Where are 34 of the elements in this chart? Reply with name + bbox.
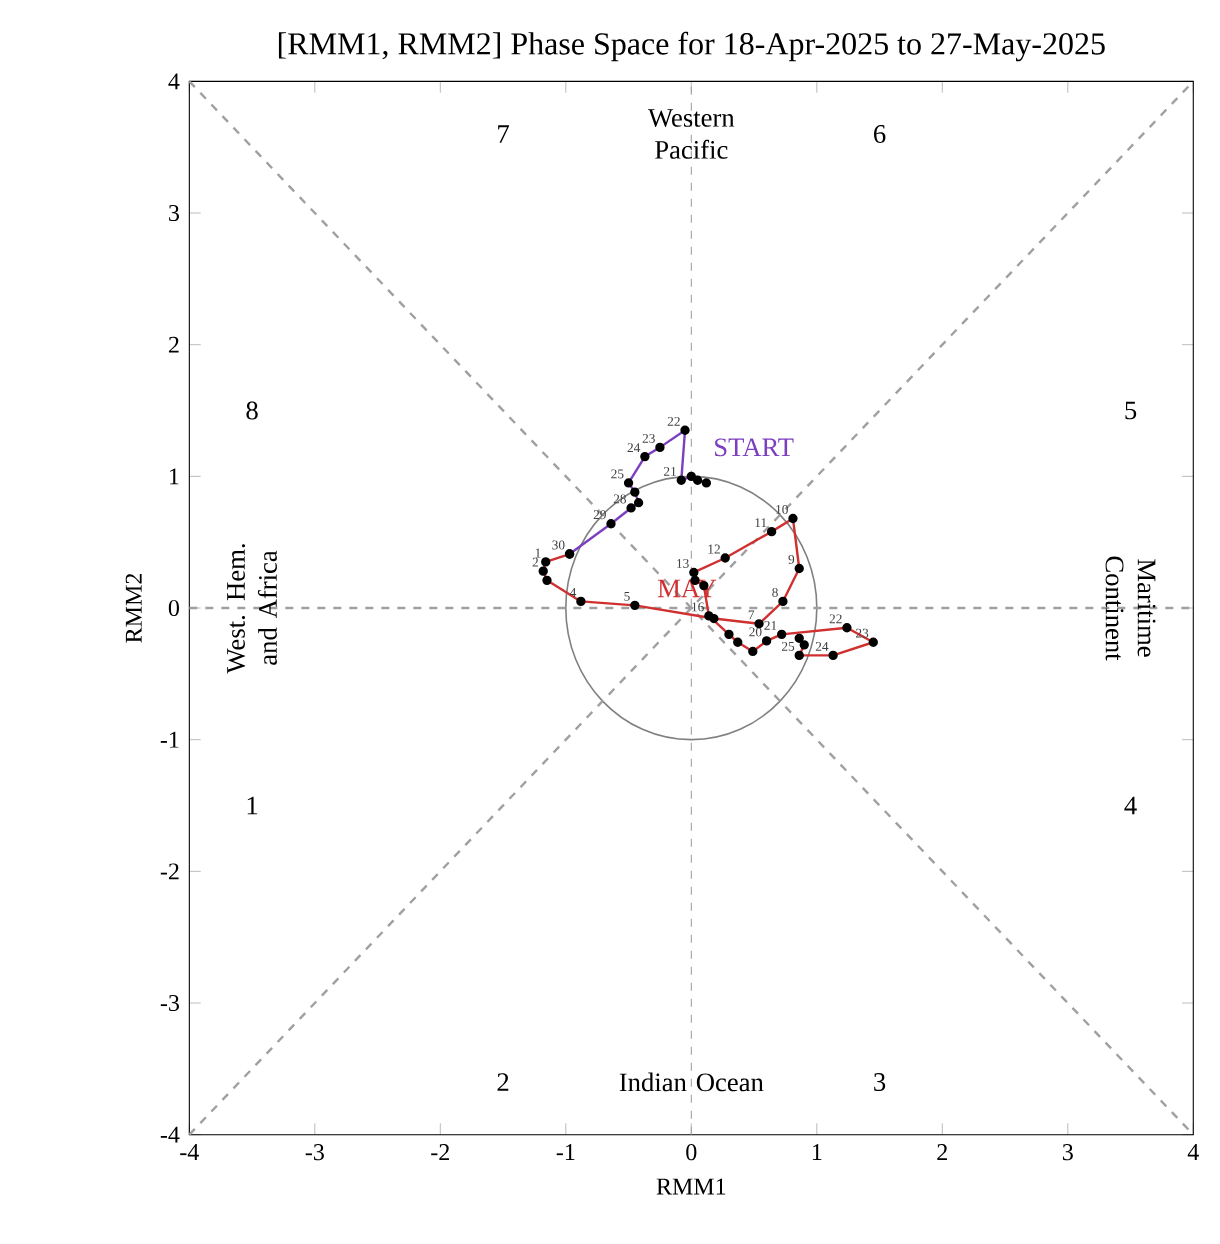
y-tick-label: 4 <box>168 73 180 90</box>
y-axis-title: RMM2 <box>125 574 142 643</box>
x-tick-label: -1 <box>556 1144 575 1160</box>
x-tick-label: 1 <box>812 1144 822 1160</box>
annotation: Western Pacific <box>648 109 735 159</box>
annotation: West. Hem. and Africa <box>227 544 277 674</box>
x-tick-label: 3 <box>1062 1144 1073 1161</box>
annotation: Maritime Continent <box>1105 556 1156 661</box>
x-axis-title: RMM1 <box>656 1178 726 1195</box>
chart-title: [RMM1, RMM2] Phase Space for 18-Apr-2025 to 27-May-2025 <box>278 31 1105 62</box>
annotation: Indian Ocean <box>619 1072 764 1092</box>
annotation: START <box>715 438 794 457</box>
annotation: 2 <box>497 1073 509 1091</box>
x-tick-label: 4 <box>1187 1144 1199 1160</box>
x-tick-label: -3 <box>305 1144 324 1161</box>
y-tick-label: 3 <box>169 204 179 222</box>
y-tick-label: 0 <box>168 599 179 617</box>
annotation: 6 <box>874 125 886 143</box>
y-tick-label: -1 <box>160 731 179 748</box>
y-tick-label: -2 <box>160 863 179 880</box>
annotation: 7 <box>498 125 509 143</box>
x-tick-label: 2 <box>937 1144 947 1160</box>
annotation: 4 <box>1124 796 1137 815</box>
annotation: 1 <box>247 796 258 815</box>
x-tick-label: 0 <box>686 1144 697 1161</box>
y-tick-label: 2 <box>168 336 179 353</box>
x-tick-label: -4 <box>180 1144 199 1160</box>
annotation: 5 <box>1125 401 1137 420</box>
y-tick-label: -4 <box>160 1126 180 1143</box>
annotation: 8 <box>246 401 258 420</box>
y-tick-label: -3 <box>160 994 179 1012</box>
annotation: 3 <box>874 1073 886 1091</box>
x-tick-label: -2 <box>431 1144 449 1160</box>
y-tick-label: 1 <box>170 468 179 485</box>
